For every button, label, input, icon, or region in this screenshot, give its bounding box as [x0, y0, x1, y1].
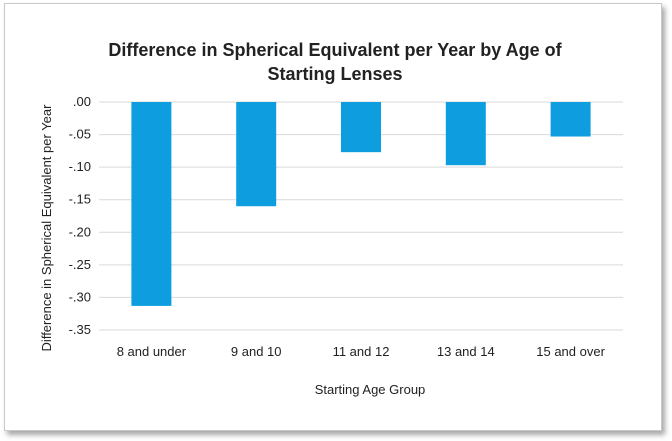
chart-title-line-1: Difference in Spherical Equivalent per Y… [108, 40, 562, 60]
y-tick-label: -.10 [69, 159, 91, 174]
x-axis-title: Starting Age Group [315, 382, 426, 397]
bar [445, 102, 486, 166]
y-tick-label: -.35 [69, 322, 91, 337]
chart-frame: Difference in Spherical Equivalent per Y… [4, 3, 662, 431]
bar [131, 102, 172, 306]
bars [131, 102, 591, 306]
y-tick-label: -.25 [69, 257, 91, 272]
y-tick-labels: .00 -.05 -.10 -.15 -.20 -.25 -.30 -.35 [69, 94, 91, 337]
bar [550, 102, 591, 137]
bar [341, 102, 381, 153]
gridlines [99, 101, 623, 331]
y-axis-title: Difference in Spherical Equivalent per Y… [39, 104, 54, 352]
y-tick-label: -.20 [69, 224, 91, 239]
bar [236, 102, 277, 207]
x-tick-label: 13 and 14 [437, 344, 495, 359]
x-tick-label: 9 and 10 [231, 344, 282, 359]
y-tick-label: -.05 [69, 127, 91, 142]
x-tick-labels: 8 and under 9 and 10 11 and 12 13 and 14 15 … [117, 344, 606, 359]
y-tick-label: -.30 [69, 289, 91, 304]
y-tick-label: .00 [73, 94, 91, 109]
x-tick-label: 11 and 12 [333, 344, 390, 359]
y-tick-label: -.15 [69, 192, 91, 207]
x-tick-label: 15 and over [536, 344, 605, 359]
x-tick-label: 8 and under [117, 344, 187, 359]
bar-chart: Difference in Spherical Equivalent per Y… [39, 40, 623, 397]
chart-title-line-2: Starting Lenses [267, 64, 402, 84]
